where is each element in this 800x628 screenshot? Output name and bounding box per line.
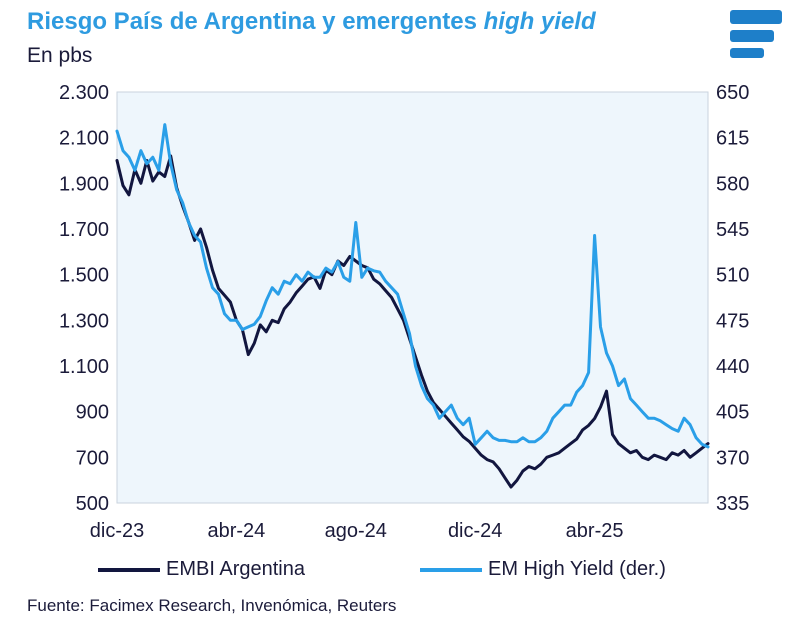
y-left-tick-label: 1.900 <box>59 173 109 195</box>
y-right-tick-label: 440 <box>716 356 749 378</box>
plot-area <box>116 91 709 504</box>
x-tick-label: ago-24 <box>325 520 387 542</box>
source-note: Fuente: Facimex Research, Invenómica, Re… <box>27 596 397 615</box>
y-right-tick-label: 475 <box>716 310 749 332</box>
logo-bar-top <box>730 10 782 24</box>
y-left-tick-label: 2.100 <box>59 128 109 150</box>
y-right-tick-label: 370 <box>716 447 749 469</box>
y-left-tick-label: 1.100 <box>59 356 109 378</box>
logo-bar-bottom <box>730 48 764 58</box>
unit-label: En pbs <box>27 44 93 67</box>
y-right-tick-label: 580 <box>716 173 749 195</box>
legend-label-embi: EMBI Argentina <box>166 558 305 580</box>
x-tick-label: abr-25 <box>566 520 624 542</box>
y-right-tick-label: 650 <box>716 82 749 104</box>
legend-item-embi: EMBI Argentina <box>98 558 305 581</box>
y-left-tick-label: 500 <box>76 493 109 515</box>
y-right-tick-label: 545 <box>716 219 749 241</box>
legend-swatch-hy <box>420 567 482 572</box>
right-axis-ticks: 650 615 580 545 510 475 440 405 370 335 <box>716 82 749 515</box>
x-tick-label: dic-23 <box>90 520 144 542</box>
legend-swatch-embi <box>98 567 160 572</box>
chart-title-main: Riesgo País de Argentina y emergentes <box>27 8 484 35</box>
logo-bar-mid <box>730 30 774 42</box>
x-tick-label: abr-24 <box>207 520 265 542</box>
y-right-tick-label: 615 <box>716 128 749 150</box>
x-tick-label: dic-24 <box>448 520 502 542</box>
series-layer <box>115 123 710 489</box>
left-axis-ticks: 2.300 2.100 1.900 1.700 1.500 1.300 1.100 900 70… <box>59 82 109 515</box>
y-left-tick-label: 2.300 <box>59 82 109 104</box>
legend-label-hy: EM High Yield (der.) <box>488 558 666 580</box>
y-right-tick-label: 405 <box>716 402 749 424</box>
y-left-tick-label: 900 <box>76 402 109 424</box>
x-axis-ticks: dic-23 abr-24 ago-24 dic-24 abr-25 <box>90 520 624 542</box>
chart-title: Riesgo País de Argentina y emergentes hi… <box>27 8 596 36</box>
y-right-tick-label: 335 <box>716 493 749 515</box>
y-left-tick-label: 700 <box>76 447 109 469</box>
y-left-tick-label: 1.700 <box>59 219 109 241</box>
y-left-tick-label: 1.300 <box>59 310 109 332</box>
legend-item-hy: EM High Yield (der.) <box>420 558 666 581</box>
chart-title-italic: high yield <box>483 8 596 35</box>
series-line-em-high-yield <box>115 123 710 449</box>
line-chart: 2.300 2.100 1.900 1.700 1.500 1.300 1.100 900 70… <box>59 82 749 542</box>
y-right-tick-label: 510 <box>716 265 749 287</box>
facimex-logo-icon <box>730 10 782 58</box>
y-left-tick-label: 1.500 <box>59 265 109 287</box>
